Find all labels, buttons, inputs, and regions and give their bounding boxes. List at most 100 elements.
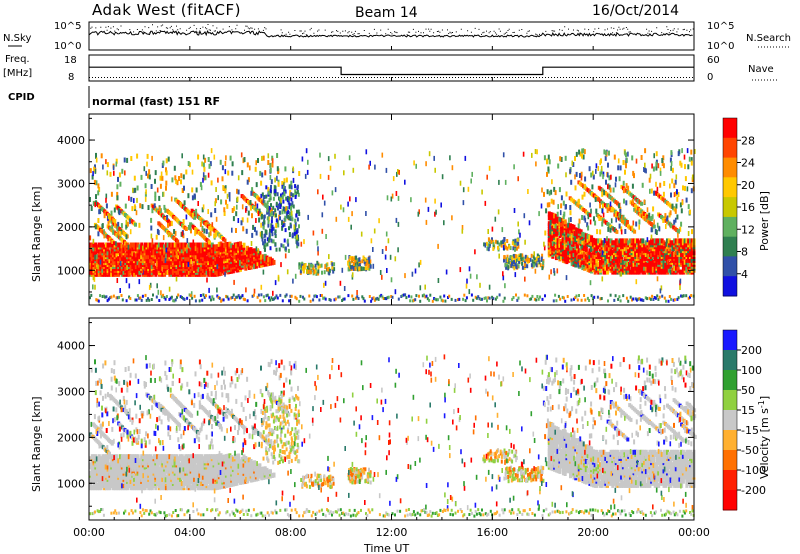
heatmap-cell [607,184,609,190]
heatmap-cell [567,246,571,252]
heatmap-cell [516,241,519,246]
heatmap-cell [225,155,227,161]
heatmap-cell [104,295,107,299]
heatmap-cell [611,254,615,259]
heatmap-cell [119,261,122,266]
heatmap-cell [139,296,142,300]
heatmap-cell [97,479,101,484]
heatmap-cell [538,211,540,217]
heatmap-cell [636,298,638,302]
heatmap-cell [661,294,664,298]
heatmap-cell [428,151,431,157]
heatmap-cell [182,242,186,248]
heatmap-cell [326,267,329,272]
heatmap-cell [158,195,161,201]
heatmap-cell [223,238,227,243]
heatmap-cell [278,210,281,215]
heatmap-cell [300,241,303,247]
heatmap-cell [387,238,390,244]
heatmap-cell [125,234,128,240]
heatmap-cell [599,242,602,248]
heatmap-cell [649,173,652,179]
heatmap-cell [575,151,578,157]
heatmap-cell [274,185,277,190]
heatmap-cell [285,293,288,297]
heatmap-cell [191,244,195,250]
heatmap-cell [212,271,216,277]
heatmap-cell [121,298,124,302]
heatmap-cell [391,193,394,199]
heatmap-cell [630,238,634,244]
heatmap-cell [202,154,205,160]
heatmap-cell [620,229,623,235]
heatmap-cell [211,295,214,299]
heatmap-cell [323,270,326,275]
heatmap-cell [180,256,184,262]
heatmap-cell [376,296,379,300]
heatmap-cell [613,248,617,254]
heatmap-cell [421,294,424,298]
heatmap-cell [660,285,663,291]
heatmap-cell [544,230,547,236]
heatmap-cell [279,216,281,221]
heatmap-cell [271,298,274,301]
heatmap-cell [246,245,249,251]
heatmap-cell [560,157,563,162]
heatmap-cell [588,267,592,273]
heatmap-cell [240,245,244,250]
heatmap-cell [363,266,366,271]
heatmap-cell [583,244,587,250]
heatmap-cell [627,299,630,303]
heatmap-cell [574,296,577,299]
heatmap-cell [680,242,684,248]
heatmap-cell [638,208,642,213]
heatmap-cell [186,238,189,244]
heatmap-cell [550,269,552,275]
heatmap-cell [233,279,235,285]
heatmap-cell [676,261,680,267]
heatmap-cell [333,262,336,267]
heatmap-cell [217,257,221,263]
heatmap-cell [515,258,518,263]
heatmap-cell [586,222,589,228]
heatmap-cell [191,212,194,218]
heatmap-cell [650,252,654,257]
heatmap-cell [236,196,239,202]
heatmap-cell [169,221,171,227]
heatmap-cell [147,205,150,210]
heatmap-cell [202,177,204,183]
heatmap-cell [599,297,602,301]
heatmap-cell [165,158,168,164]
heatmap-cell [184,246,188,252]
heatmap-cell [350,265,353,270]
heatmap-cell [385,167,388,173]
heatmap-cell [254,261,258,267]
heatmap-cell [303,297,306,301]
heatmap-cell [205,242,209,248]
heatmap-cell [295,297,298,301]
heatmap-cell [264,170,266,176]
heatmap-cell [678,246,682,252]
heatmap-cell [464,155,467,161]
heatmap-cell [255,160,257,166]
heatmap-cell [412,298,415,302]
heatmap-cell [251,213,253,219]
heatmap-cell [117,271,121,277]
heatmap-cell [287,214,290,219]
heatmap-cell [523,293,526,297]
heatmap-cell [657,265,661,271]
heatmap-cell [287,196,290,201]
heatmap-cell [644,240,648,246]
heatmap-cell [254,226,256,232]
heatmap-cell [354,266,357,271]
heatmap-cell [625,183,628,189]
heatmap-cell [619,165,622,171]
heatmap-cell [117,458,121,464]
heatmap-cell [369,259,372,264]
heatmap-cell [97,466,101,472]
heatmap-cell [588,254,592,260]
heatmap-cell [159,242,163,248]
heatmap-cell [103,244,107,250]
heatmap-cell [569,210,572,216]
heatmap-cell [208,240,211,245]
